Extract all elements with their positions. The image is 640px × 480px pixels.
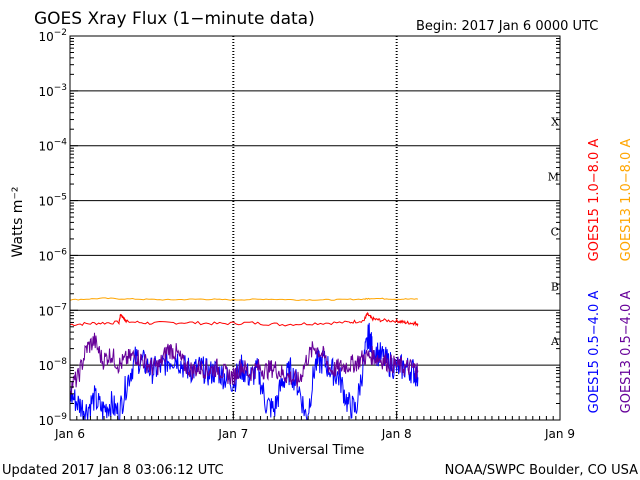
y-tick-label: 10−8	[38, 357, 67, 373]
x-tick-label: Jan 9	[544, 427, 575, 441]
series-layer	[69, 297, 419, 421]
flare-class-label: C	[551, 225, 559, 238]
y-tick-label: 10−3	[38, 83, 67, 99]
y-tick-label: 10−5	[38, 193, 67, 209]
flare-class-label: A	[550, 335, 560, 348]
x-tick-label: Jan 7	[217, 427, 248, 441]
y-tick-label: 10−4	[38, 138, 67, 154]
legend-entry: GOES15 1.0−8.0 A	[587, 139, 602, 262]
x-tick-label: Jan 8	[381, 427, 412, 441]
source-credit: NOAA/SWPC Boulder, CO USA	[445, 463, 638, 478]
y-tick-label: 10−6	[38, 247, 67, 263]
legend-entry: GOES13 1.0−8.0 A	[619, 139, 634, 262]
series-line-1	[69, 297, 418, 301]
y-tick-label: 10−7	[38, 302, 67, 318]
series-line-3	[69, 332, 419, 395]
legend-entry: GOES15 0.5−4.0 A	[587, 291, 602, 414]
grid	[70, 36, 560, 420]
series-line-2	[69, 322, 419, 421]
legend-entry: GOES13 0.5−4.0 A	[619, 291, 634, 414]
x-axis-label: Universal Time	[268, 443, 365, 458]
flare-class-label: M	[548, 171, 559, 184]
legend: GOES15 1.0−8.0 A GOES13 1.0−8.0 A GOES15 0…	[587, 139, 634, 414]
y-axis-label: Watts m⁻²	[10, 187, 26, 258]
flare-class-label: B	[551, 280, 559, 293]
y-tick-label: 10−2	[38, 28, 67, 44]
series-line-0	[69, 311, 419, 327]
chart-title: GOES Xray Flux (1−minute data)	[34, 9, 315, 29]
axes: 10−9 10−8 10−7 10−6 10−5 10−4 10−3 10−2 Jan 6 Jan…	[38, 28, 575, 441]
y-tick-label: 10−9	[38, 412, 67, 428]
updated-timestamp: Updated 2017 Jan 8 03:06:12 UTC	[2, 463, 224, 478]
flare-class-label: X	[551, 116, 559, 129]
x-tick-label: Jan 6	[54, 427, 85, 441]
begin-label: Begin: 2017 Jan 6 0000 UTC	[416, 19, 598, 34]
